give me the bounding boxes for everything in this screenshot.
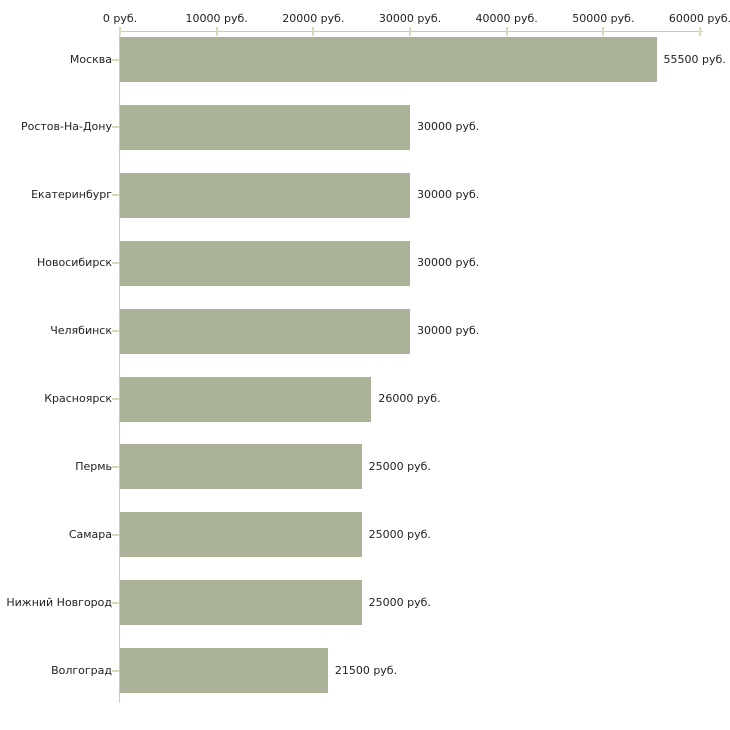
x-axis-tick-label: 0 руб.: [102, 12, 138, 25]
value-label: 30000 руб.: [417, 120, 480, 134]
value-label: 21500 руб.: [334, 663, 398, 677]
category-label: Екатеринбург: [31, 188, 112, 202]
category-tick-mark: [112, 465, 119, 468]
bar: [120, 104, 410, 150]
category-label: Красноярск: [44, 392, 112, 405]
category-label: Пермь: [75, 459, 112, 473]
bar: [120, 308, 410, 354]
category-label: Нижний Новгород: [6, 595, 112, 609]
category-tick-mark: [112, 398, 119, 400]
bar: [120, 376, 372, 422]
bar: [120, 512, 362, 558]
value-label: 25000 руб.: [368, 527, 431, 541]
x-axis-tick-label: 30000 руб.: [378, 12, 442, 25]
category-label: Самара: [68, 527, 112, 541]
value-label: 30000 руб.: [417, 188, 480, 202]
category-label: Челябинск: [50, 324, 112, 338]
x-axis-tick-mark: [699, 27, 701, 36]
x-axis-line: [119, 31, 703, 32]
category-tick-mark: [112, 330, 119, 333]
category-tick-mark: [112, 58, 119, 61]
category-label: Волгоград: [51, 663, 112, 677]
bar: [120, 444, 362, 490]
x-axis-tick-mark: [409, 27, 411, 36]
category-tick-mark: [112, 533, 119, 536]
category-tick-mark: [112, 669, 119, 672]
x-axis-tick-mark: [119, 27, 121, 36]
value-label: 25000 руб.: [368, 595, 431, 609]
x-axis-tick-mark: [505, 27, 508, 36]
x-axis-tick-mark: [602, 27, 605, 36]
x-axis-tick-label: 60000 руб.: [668, 12, 730, 25]
bar: [120, 37, 657, 82]
value-label: 30000 руб.: [417, 256, 480, 270]
category-label: Москва: [69, 52, 112, 66]
value-label: 26000 руб.: [378, 392, 441, 405]
category-tick-mark: [112, 262, 119, 265]
bar: [120, 580, 362, 626]
x-axis-tick-label: 50000 руб.: [572, 12, 635, 25]
x-axis-tick-label: 40000 руб.: [475, 12, 538, 25]
category-label: Новосибирск: [36, 256, 112, 270]
value-label: 55500 руб.: [663, 52, 726, 66]
x-axis-tick-mark: [312, 27, 315, 36]
category-tick-mark: [112, 601, 119, 604]
x-axis-tick-mark: [215, 27, 218, 36]
value-label: 30000 руб.: [417, 324, 480, 338]
category-tick-mark: [112, 194, 119, 197]
x-axis-tick-label: 10000 руб.: [185, 12, 248, 25]
value-label: 25000 руб.: [368, 459, 431, 473]
bar: [120, 648, 328, 694]
category-label: Ростов-На-Дону: [20, 120, 112, 134]
x-axis-tick-label: 20000 руб.: [282, 12, 345, 25]
y-axis-line: [119, 31, 120, 703]
bar: [120, 172, 410, 218]
category-tick-mark: [112, 126, 119, 129]
bar: [120, 240, 410, 286]
